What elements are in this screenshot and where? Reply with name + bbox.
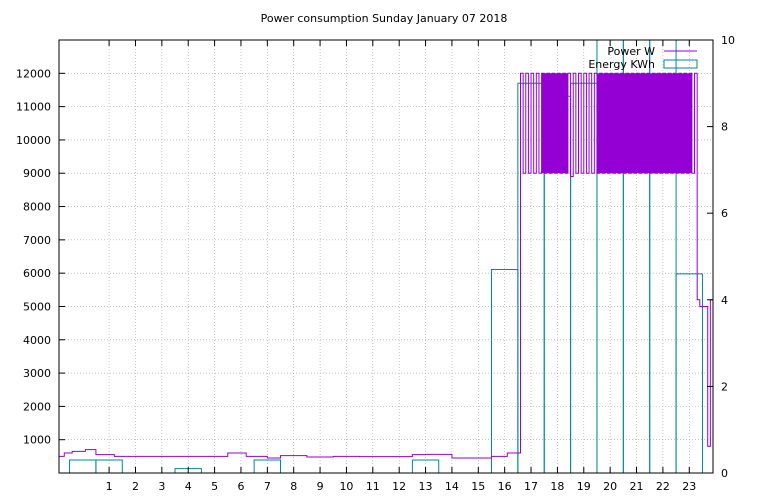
legend-swatch-energy [663, 59, 698, 69]
y-left-tick-label: 2000 [23, 400, 51, 413]
y-left-tick-label: 7000 [23, 234, 51, 247]
x-tick-label: 9 [317, 480, 324, 493]
grid [59, 40, 713, 473]
x-tick-label: 12 [392, 480, 406, 493]
x-tick-label: 10 [339, 480, 353, 493]
y-left-tick-label: 5000 [23, 300, 51, 313]
x-tick-label: 3 [158, 480, 165, 493]
y-right-tick-label: 6 [721, 207, 728, 220]
x-tick-label: 7 [264, 480, 271, 493]
x-tick-label: 1 [106, 480, 113, 493]
x-tick-label: 15 [471, 480, 485, 493]
energy-bar [69, 459, 97, 473]
x-tick-label: 14 [445, 480, 459, 493]
x-tick-label: 6 [237, 480, 244, 493]
x-tick-label: 20 [603, 480, 617, 493]
y-left-tick-label: 4000 [23, 334, 51, 347]
power-oscillation-block [541, 73, 568, 174]
y-left-tick-label: 1000 [23, 434, 51, 447]
y-right-tick-label: 8 [721, 121, 728, 134]
power-oscillation-block [596, 73, 692, 174]
chart-title: Power consumption Sunday January 07 2018 [261, 12, 508, 25]
energy-bar [675, 273, 703, 473]
legend-label-power: Power W [607, 45, 655, 58]
legend-label-energy: Energy KWh [588, 58, 655, 71]
power-series [59, 72, 713, 459]
y-right-tick-label: 0 [721, 467, 728, 480]
x-tick-label: 17 [524, 480, 538, 493]
y-left-tick-label: 8000 [23, 201, 51, 214]
y-left-tick-label: 11000 [16, 101, 51, 114]
y-left-tick-label: 10000 [16, 134, 51, 147]
x-tick-label: 22 [656, 480, 670, 493]
y-axis-right: 0 2 4 6 8 10 [707, 34, 735, 480]
x-tick-label: 11 [366, 480, 380, 493]
energy-bar [95, 459, 123, 473]
power-line [59, 72, 713, 459]
y-left-tick-label: 12000 [16, 67, 51, 80]
y-right-tick-label: 10 [721, 34, 735, 47]
x-tick-label: 16 [498, 480, 512, 493]
x-tick-label: 4 [185, 480, 192, 493]
y-left-tick-label: 6000 [23, 267, 51, 280]
x-tick-label: 21 [630, 480, 644, 493]
x-tick-label: 19 [577, 480, 591, 493]
x-tick-label: 18 [550, 480, 564, 493]
y-right-tick-label: 2 [721, 380, 728, 393]
x-tick-label: 8 [290, 480, 297, 493]
plot-frame [58, 39, 714, 474]
energy-bar [411, 459, 440, 473]
y-axis-left: 1000 2000 3000 4000 5000 6000 7000 8000 9000 1000… [16, 67, 65, 447]
y-left-tick-label: 3000 [23, 367, 51, 380]
y-right-tick-label: 4 [721, 294, 728, 307]
x-tick-label: 23 [682, 480, 696, 493]
energy-bar [253, 459, 282, 473]
x-tick-label: 5 [211, 480, 218, 493]
x-axis: 1 2 3 4 5 6 7 8 9 10 11 12 13 14 15 16 17 18 19 20 21 22 23 [106, 40, 696, 493]
y-left-tick-label: 9000 [23, 167, 51, 180]
x-tick-label: 13 [419, 480, 433, 493]
x-tick-label: 2 [132, 480, 139, 493]
